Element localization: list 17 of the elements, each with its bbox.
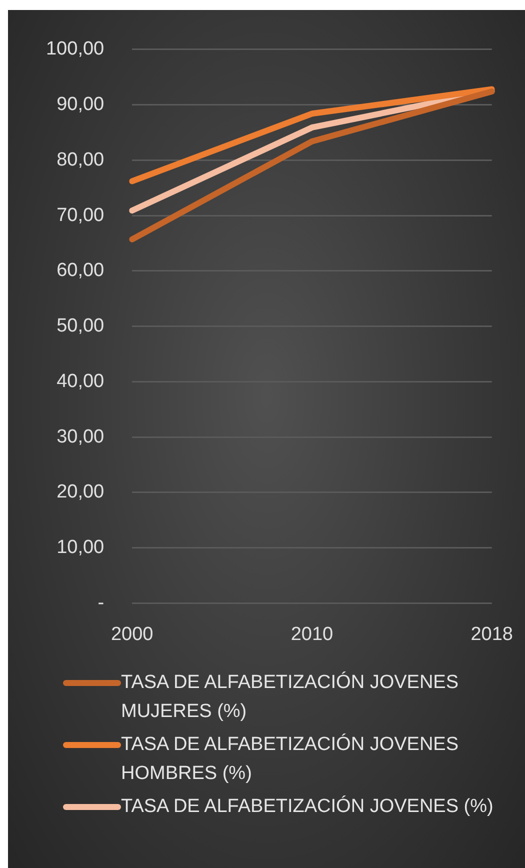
legend-label: TASA DE ALFABETIZACIÓN JOVENES (%) xyxy=(121,794,494,819)
legend-label: TASA DE ALFABETIZACIÓN JOVENES HOMBRES (%) xyxy=(121,732,460,786)
y-tick-label: 40,00 xyxy=(56,370,104,392)
y-tick-label: 50,00 xyxy=(56,316,104,337)
x-tick-label: 2000 xyxy=(110,624,154,645)
y-tick-label: 10,00 xyxy=(56,537,104,558)
y-tick-label: 30,00 xyxy=(56,426,104,448)
y-tick-label: 80,00 xyxy=(56,149,104,170)
legend-label: TASA DE ALFABETIZACIÓN JOVENES MUJERES (%) xyxy=(121,670,460,724)
x-tick-label: 2010 xyxy=(290,624,334,645)
y-tick-label: 100,00 xyxy=(46,38,104,60)
y-tick-label: 70,00 xyxy=(56,204,104,226)
x-tick-label: 2018 xyxy=(470,624,514,645)
y-tick-label: 20,00 xyxy=(56,482,104,503)
y-tick-label: 90,00 xyxy=(56,94,104,116)
y-tick-label: - xyxy=(98,592,104,614)
y-tick-label: 60,00 xyxy=(56,260,104,282)
